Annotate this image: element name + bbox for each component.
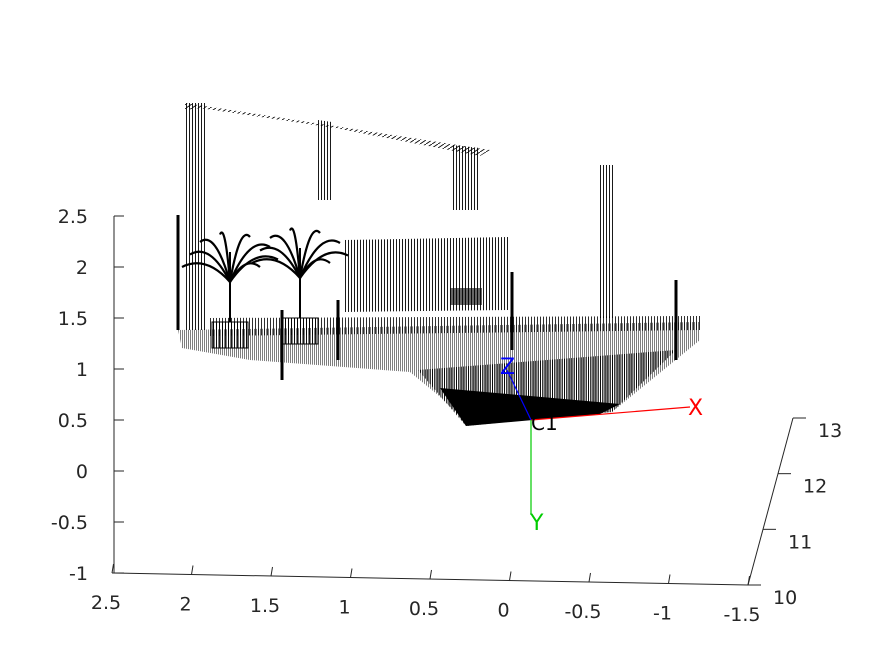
plant-leaf-points bbox=[251, 258, 301, 279]
camera-z-axis bbox=[506, 369, 532, 421]
x-tick bbox=[509, 571, 512, 581]
z-tick-label: 11 bbox=[788, 531, 812, 553]
camera-x-axis bbox=[530, 406, 691, 421]
floor-near-dense-points bbox=[440, 388, 620, 426]
plant-leaf-points bbox=[181, 262, 231, 283]
x-tick-label: 2.5 bbox=[91, 592, 121, 614]
y-tick-label: 0 bbox=[76, 461, 88, 483]
camera-marker: X Y Z C1 bbox=[500, 355, 703, 536]
plant-pot-points bbox=[281, 317, 319, 345]
camera-label: C1 bbox=[531, 411, 558, 435]
wall-panel-points bbox=[344, 237, 510, 312]
x-tick bbox=[111, 563, 114, 574]
column-points bbox=[318, 120, 332, 200]
plant-leaf-points bbox=[288, 227, 302, 279]
y-tick-label: 2 bbox=[76, 257, 88, 279]
x-tick bbox=[191, 565, 194, 575]
plant-leaf-points bbox=[259, 246, 301, 279]
x-tick-label: 0 bbox=[497, 600, 509, 622]
plant-leaf-points bbox=[298, 229, 321, 279]
x-tick-label: -0.5 bbox=[564, 601, 601, 623]
x-tick bbox=[350, 568, 353, 578]
y-tick-label: -1 bbox=[69, 563, 88, 585]
y-tick-label: 2.5 bbox=[58, 206, 88, 228]
y-tick-label: 1.5 bbox=[58, 308, 88, 330]
camera-x-label: X bbox=[688, 396, 703, 421]
plant-leaf-points bbox=[228, 243, 271, 283]
ceiling-points bbox=[185, 103, 490, 156]
x-tick bbox=[270, 566, 273, 577]
x-tick bbox=[668, 574, 671, 584]
plant-leaf-points bbox=[199, 238, 232, 283]
plant-leaf-points bbox=[229, 262, 261, 283]
z-axis-line bbox=[747, 417, 794, 586]
y-tick-label: -0.5 bbox=[51, 512, 88, 534]
axes-box: -1 -0.5 0 0.5 1 1.5 2 2.5 2.5 2 1.5 1 0.5 0 -0.5 -1 -1.5… bbox=[51, 206, 842, 626]
camera-z-label: Z bbox=[500, 355, 515, 380]
y-tick-label: 0.5 bbox=[58, 410, 88, 432]
x-tick-label: -1.5 bbox=[723, 604, 760, 626]
z-tick-label: 13 bbox=[818, 420, 842, 442]
x-tick bbox=[588, 572, 591, 583]
plant-leaf-points bbox=[228, 233, 251, 283]
plant-pot-points bbox=[211, 321, 249, 349]
camera-y-label: Y bbox=[529, 511, 544, 536]
x-tick-label: 1 bbox=[338, 597, 350, 619]
railing-points bbox=[208, 316, 700, 336]
point-cloud bbox=[176, 103, 700, 426]
z-tick-label: 12 bbox=[803, 476, 827, 498]
y-tick-label: 1 bbox=[76, 359, 88, 381]
column-points bbox=[600, 165, 614, 318]
x-tick bbox=[429, 569, 432, 580]
plant-leaf-points bbox=[218, 231, 232, 283]
window-points bbox=[450, 288, 482, 305]
left-pillar-points bbox=[185, 103, 206, 330]
x-tick-label: 0.5 bbox=[409, 598, 439, 620]
plant-leaf-points bbox=[189, 250, 231, 283]
plant-leaf-points bbox=[299, 258, 331, 279]
plant-leaf-points bbox=[269, 234, 302, 279]
x-tick-label: 1.5 bbox=[250, 595, 280, 617]
plant-leaf-points bbox=[298, 239, 341, 279]
column-points bbox=[452, 145, 480, 210]
x-tick-label: -1 bbox=[653, 603, 672, 625]
x-tick-label: 2 bbox=[179, 594, 191, 616]
z-tick-label: 10 bbox=[773, 587, 797, 609]
